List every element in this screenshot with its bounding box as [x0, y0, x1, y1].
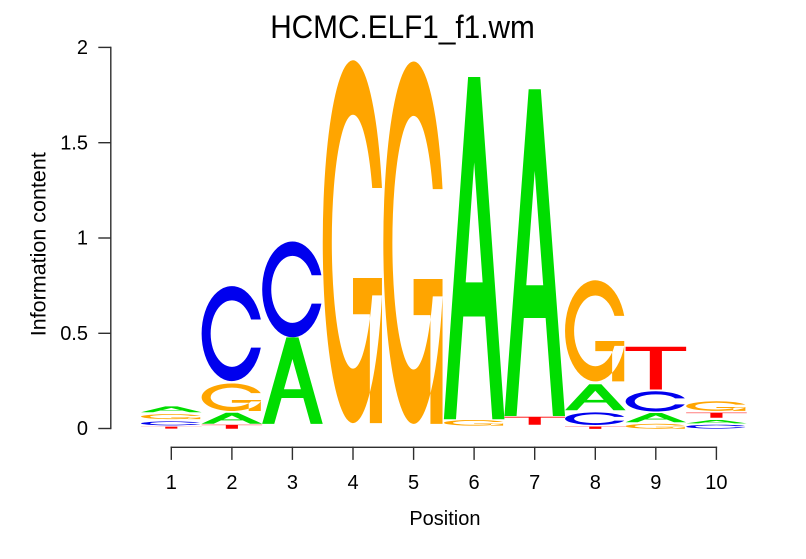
- svg-text:1: 1: [77, 228, 88, 250]
- svg-text:9: 9: [650, 472, 661, 494]
- svg-text:2: 2: [77, 37, 88, 59]
- svg-text:2: 2: [226, 472, 237, 494]
- svg-text:0.5: 0.5: [60, 323, 88, 345]
- svg-text:3: 3: [287, 472, 298, 494]
- svg-text:10: 10: [705, 472, 727, 494]
- svg-text:5: 5: [408, 472, 419, 494]
- svg-text:7: 7: [529, 472, 540, 494]
- svg-text:6: 6: [469, 472, 480, 494]
- svg-text:4: 4: [347, 472, 358, 494]
- svg-text:Information content: Information content: [27, 152, 51, 336]
- svg-text:HCMC.ELF1_f1.wm: HCMC.ELF1_f1.wm: [270, 9, 535, 45]
- svg-text:1: 1: [166, 472, 177, 494]
- svg-text:1.5: 1.5: [60, 132, 88, 154]
- svg-text:8: 8: [590, 472, 601, 494]
- svg-text:0: 0: [77, 418, 88, 440]
- svg-text:Position: Position: [409, 508, 480, 530]
